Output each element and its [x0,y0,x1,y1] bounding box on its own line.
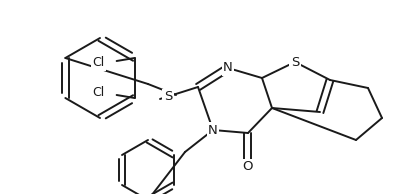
Text: Cl: Cl [92,87,104,100]
Text: N: N [208,124,217,137]
Text: S: S [164,90,172,104]
Text: O: O [242,160,253,173]
Text: Cl: Cl [92,56,104,69]
Text: N: N [223,61,232,74]
Text: S: S [290,55,299,68]
